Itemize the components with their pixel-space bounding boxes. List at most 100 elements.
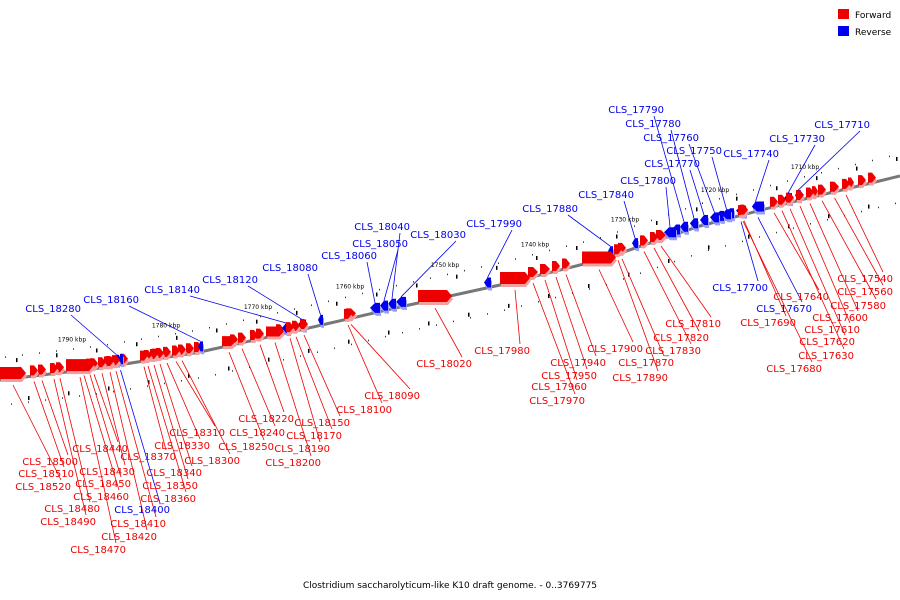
scale-label: 1730 kbp <box>611 217 639 224</box>
leader-line <box>391 232 401 299</box>
leader-line <box>153 364 189 480</box>
tick-dot <box>147 385 148 387</box>
leader-line <box>350 324 411 390</box>
tick-dot <box>351 343 352 346</box>
gene-label: CLS_17960 <box>531 382 587 393</box>
gene-label: CLS_18440 <box>72 444 128 455</box>
cls_18490-feature <box>50 363 59 376</box>
tick-dot <box>708 249 709 251</box>
gene-label: CLS_17600 <box>812 313 868 324</box>
tick-dot <box>589 288 590 290</box>
leader-line <box>670 129 695 219</box>
leader-line <box>665 186 671 228</box>
tick-dot <box>209 327 210 329</box>
unlabeled-feature <box>848 177 855 191</box>
tick-dot <box>583 241 584 243</box>
tick-mark <box>388 330 390 335</box>
tick-dot <box>787 180 788 182</box>
gene-label: CLS_17950 <box>541 371 597 382</box>
tick-dot <box>45 399 46 401</box>
tick-mark <box>656 220 658 225</box>
cls_18170-feature <box>292 320 301 334</box>
scale-label: 1770 kbp <box>244 304 272 311</box>
tick-dot <box>130 388 131 390</box>
unlabeled-feature <box>858 175 867 189</box>
tick-dot <box>640 272 641 274</box>
cls_17580-feature <box>818 184 827 198</box>
tick-dot <box>164 382 165 385</box>
gene-label: CLS_17940 <box>550 358 606 369</box>
cls_17540-feature <box>842 178 851 192</box>
gene-label: CLS_18100 <box>336 405 392 416</box>
leader-line <box>109 371 148 531</box>
gene-label: CLS_17730 <box>769 134 825 145</box>
tick-mark <box>668 258 670 263</box>
cls_18190-feature <box>286 322 295 336</box>
leader-line <box>544 279 578 381</box>
tick-mark <box>376 292 378 297</box>
leader-line <box>688 143 715 213</box>
tick-dot <box>215 374 216 376</box>
gene-label: CLS_17780 <box>625 119 681 130</box>
gene-label: CLS_18420 <box>101 532 157 543</box>
tick-mark <box>136 342 138 347</box>
gene-label: CLS_17620 <box>799 337 855 348</box>
tick-mark <box>216 328 218 333</box>
cls_18410-feature <box>112 355 121 369</box>
leader-line <box>845 194 884 273</box>
scale-label: 1720 kbp <box>701 187 729 194</box>
tick-dot <box>317 351 318 353</box>
leader-line <box>660 245 712 318</box>
gene-label: CLS_18490 <box>40 517 96 528</box>
gene-label: CLS_18090 <box>364 391 420 402</box>
tick-dot <box>657 266 658 269</box>
cls_17820-feature <box>650 232 659 245</box>
tick-mark <box>68 391 70 396</box>
tick-mark <box>548 294 550 298</box>
tick-dot <box>192 330 193 332</box>
leader-line <box>101 373 126 466</box>
scale-label: 1740 kbp <box>521 241 549 248</box>
cls_18240-feature <box>238 332 247 346</box>
tick-dot <box>113 390 114 393</box>
tick-mark <box>176 335 178 340</box>
tick-dot <box>827 218 828 221</box>
gene-label: CLS_18450 <box>75 479 131 490</box>
tick-dot <box>617 231 618 233</box>
tick-dot <box>430 277 431 279</box>
tick-dot <box>334 347 335 350</box>
gene-label: CLS_17770 <box>644 159 700 170</box>
unlabeled-feature <box>868 172 877 186</box>
leader-line <box>743 220 787 317</box>
tick-mark <box>776 186 778 191</box>
tick-mark <box>16 358 18 363</box>
leader-line <box>621 258 665 357</box>
cls_18340-feature <box>156 348 165 362</box>
cls_18020-feature <box>418 290 453 306</box>
tick-mark <box>228 366 230 371</box>
cls_17630-feature <box>778 194 787 208</box>
tick-dot <box>62 397 63 399</box>
leader-line <box>79 376 117 544</box>
tick-mark <box>588 284 590 288</box>
tick-mark <box>256 319 258 324</box>
tick-dot <box>838 167 839 170</box>
gene-label: CLS_17890 <box>612 373 668 384</box>
leader-line <box>787 144 816 194</box>
tick-dot <box>28 401 29 403</box>
tick-dot <box>742 240 743 243</box>
leader-line <box>821 200 877 300</box>
leader-line <box>53 378 87 516</box>
tick-dot <box>702 202 703 204</box>
cls_18040-feature <box>388 298 397 312</box>
tick-dot <box>634 225 635 227</box>
cls_18050-feature <box>380 300 389 314</box>
tick-layer <box>5 155 898 405</box>
gene-label: CLS_18020 <box>416 359 472 370</box>
cls_17690-feature <box>740 204 749 218</box>
tick-mark <box>108 386 110 391</box>
leader-line <box>70 314 117 356</box>
feature-layer <box>0 172 877 382</box>
tick-dot <box>487 313 488 315</box>
unlabeled-feature <box>812 186 819 200</box>
